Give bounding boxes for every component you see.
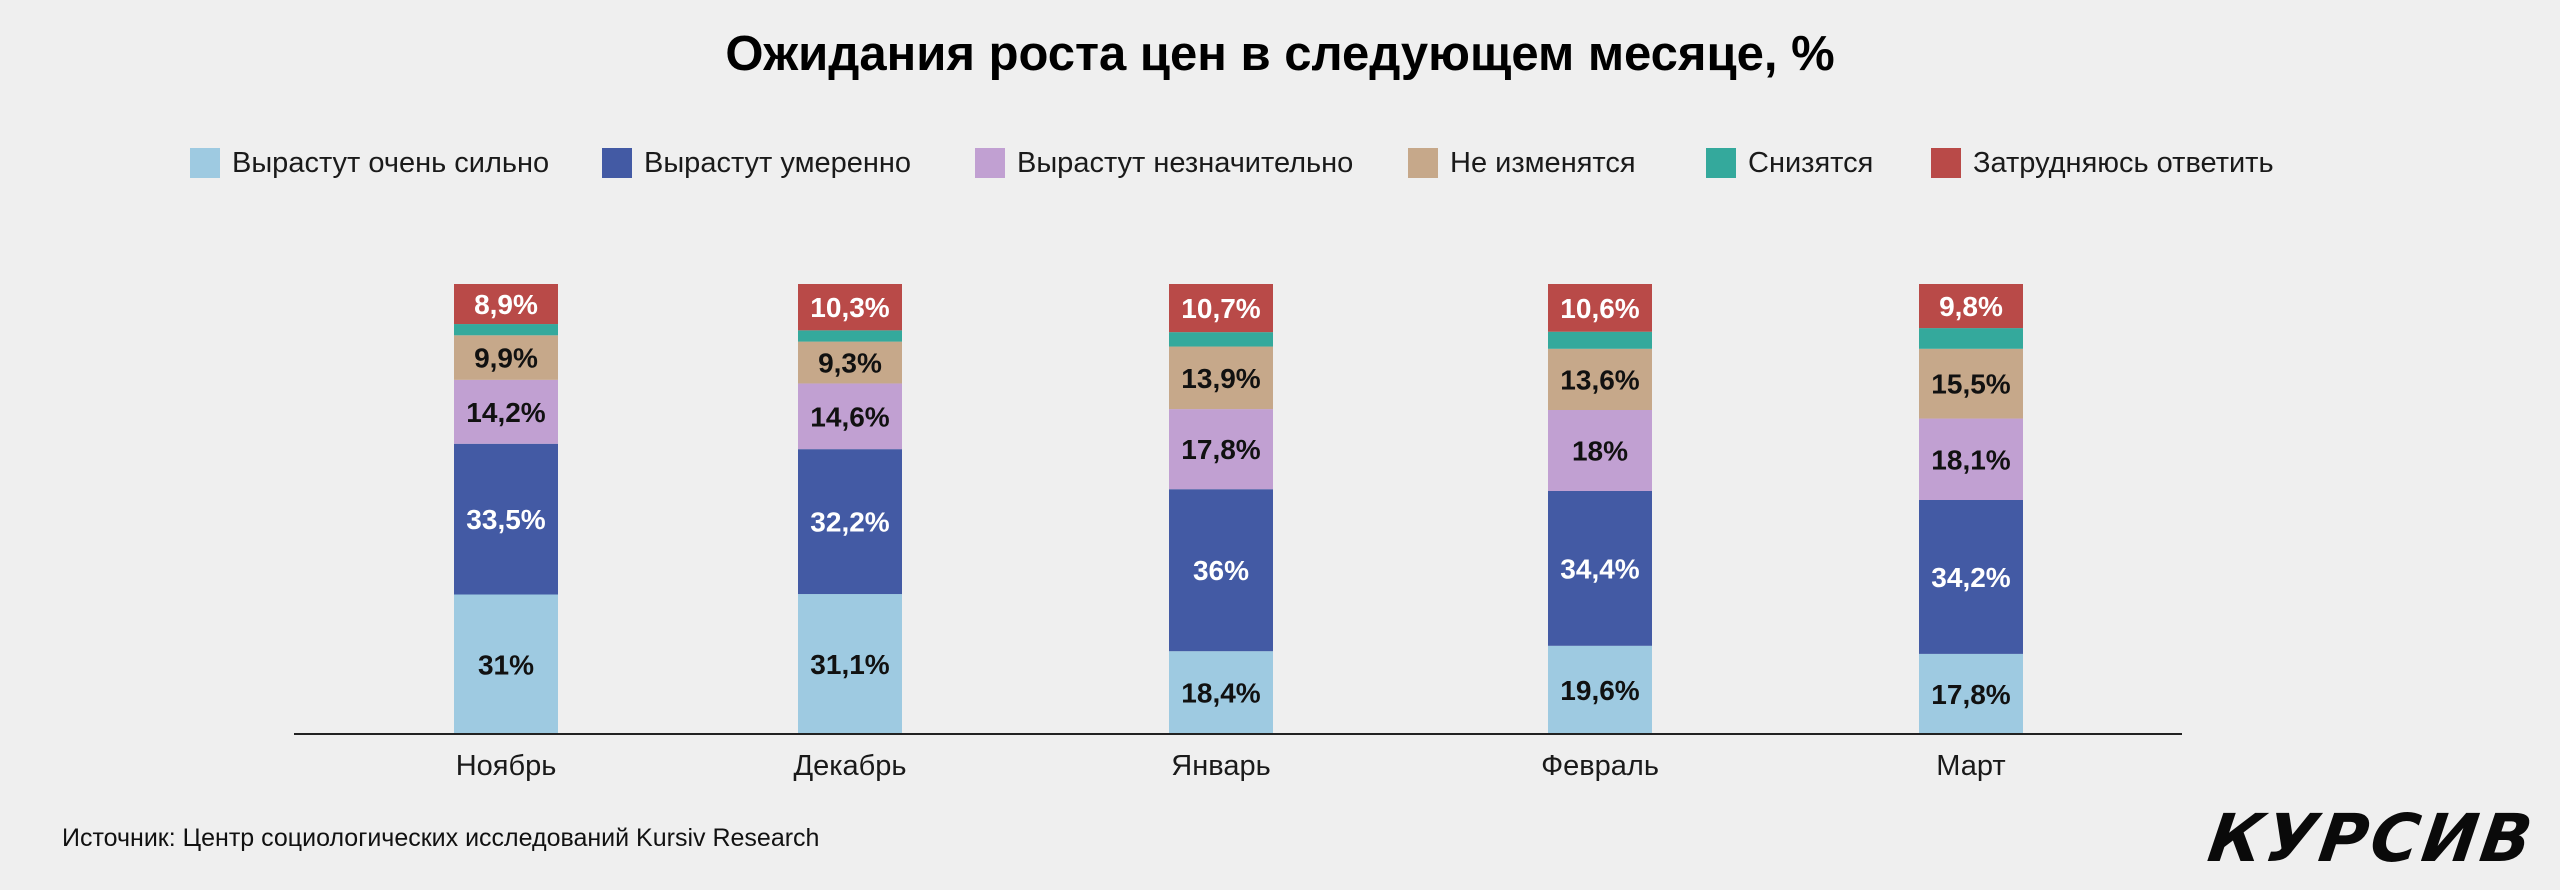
- bar-segment: [798, 284, 902, 331]
- bar-segment: [1919, 328, 2023, 349]
- data-label: 9,3%: [818, 348, 882, 379]
- x-tick-label: Ноябрь: [456, 750, 557, 782]
- legend-swatch: [1408, 148, 1438, 178]
- data-label: 13,9%: [1181, 363, 1260, 394]
- bar-segment: [454, 443, 558, 595]
- legend-label: Не изменятся: [1450, 146, 1636, 179]
- data-label: 31,1%: [810, 649, 889, 680]
- data-label: 10,6%: [1560, 293, 1639, 324]
- bar-segment: [1548, 410, 1652, 491]
- bar-segment: [1548, 284, 1652, 332]
- bar-segment: [1169, 284, 1273, 333]
- legend-swatch: [1706, 148, 1736, 178]
- data-label: 8,9%: [474, 289, 538, 320]
- data-label: 10,3%: [810, 292, 889, 323]
- data-label: 14,2%: [466, 397, 545, 428]
- legend-label: Вырастут очень сильно: [232, 146, 550, 179]
- bar-segment: [454, 335, 558, 380]
- bar-segment: [798, 341, 902, 384]
- bar-segment: [1919, 653, 2023, 734]
- data-label: 34,2%: [1931, 562, 2010, 593]
- data-label: 18,4%: [1181, 678, 1260, 709]
- data-label: 9,9%: [474, 343, 538, 374]
- data-label: 15,5%: [1931, 369, 2010, 400]
- bar-segment: [454, 324, 558, 336]
- bar-segment: [454, 594, 558, 734]
- bar-segment: [1548, 645, 1652, 734]
- data-label: 17,8%: [1931, 679, 2010, 710]
- data-label: 14,6%: [810, 401, 889, 432]
- bar-segment: [1919, 418, 2023, 500]
- legend-label: Снизятся: [1748, 146, 1874, 179]
- data-label: 34,4%: [1560, 553, 1639, 584]
- legend-item: Вырастут незначительно: [975, 138, 1353, 188]
- kursiv-logo: КУРСИВ: [2203, 800, 2540, 877]
- legend: Вырастут очень сильно Вырастут умеренно …: [0, 138, 2560, 188]
- source-note: Источник: Центр социологических исследов…: [62, 824, 820, 852]
- bar-segment: [1169, 651, 1273, 734]
- x-tick-label: Декабрь: [793, 750, 906, 782]
- data-label: 13,6%: [1560, 364, 1639, 395]
- bar-segment: [798, 449, 902, 595]
- bar-segment: [1169, 346, 1273, 410]
- bar-segment: [1169, 332, 1273, 347]
- bar-segment: [1169, 409, 1273, 490]
- data-label: 18,1%: [1931, 444, 2010, 475]
- legend-swatch: [1931, 148, 1961, 178]
- data-label: 9,8%: [1939, 291, 2003, 322]
- legend-label: Затрудняюсь ответить: [1973, 146, 2274, 179]
- legend-label: Вырастут незначительно: [1017, 146, 1354, 179]
- legend-item: Не изменятся: [1408, 138, 1636, 188]
- legend-item: Вырастут умеренно: [602, 138, 911, 188]
- data-label: 18%: [1572, 436, 1628, 467]
- data-label: 31%: [478, 649, 534, 680]
- legend-item: Вырастут очень сильно: [190, 138, 549, 188]
- bar-segment: [454, 284, 558, 325]
- data-label: 32,2%: [810, 507, 889, 538]
- data-label: 10,7%: [1181, 293, 1260, 324]
- data-label: 19,6%: [1560, 675, 1639, 706]
- x-tick-label: Март: [1936, 750, 2005, 782]
- bar-segment: [1169, 489, 1273, 652]
- bar-segment: [1548, 348, 1652, 410]
- legend-item: Снизятся: [1706, 138, 1873, 188]
- bar-segment: [798, 594, 902, 734]
- bar-segment: [1548, 331, 1652, 349]
- data-label: 33,5%: [466, 504, 545, 535]
- bar-segment: [1919, 284, 2023, 329]
- bar-segment: [1919, 348, 2023, 419]
- legend-swatch: [975, 148, 1005, 178]
- bar-segment: [798, 330, 902, 342]
- bar-segment: [1548, 491, 1652, 646]
- x-tick-label: Февраль: [1541, 750, 1659, 782]
- legend-swatch: [190, 148, 220, 178]
- legend-label: Вырастут умеренно: [644, 146, 912, 179]
- bar-segment: [454, 379, 558, 444]
- chart-title: Ожидания роста цен в следующем месяце, %: [725, 27, 1835, 81]
- data-label: 17,8%: [1181, 434, 1260, 465]
- bar-segment: [1919, 500, 2023, 654]
- bar-segment: [798, 383, 902, 450]
- x-tick-label: Январь: [1171, 750, 1270, 782]
- legend-swatch: [602, 148, 632, 178]
- legend-item: Затрудняюсь ответить: [1931, 138, 2274, 188]
- data-label: 36%: [1193, 555, 1249, 586]
